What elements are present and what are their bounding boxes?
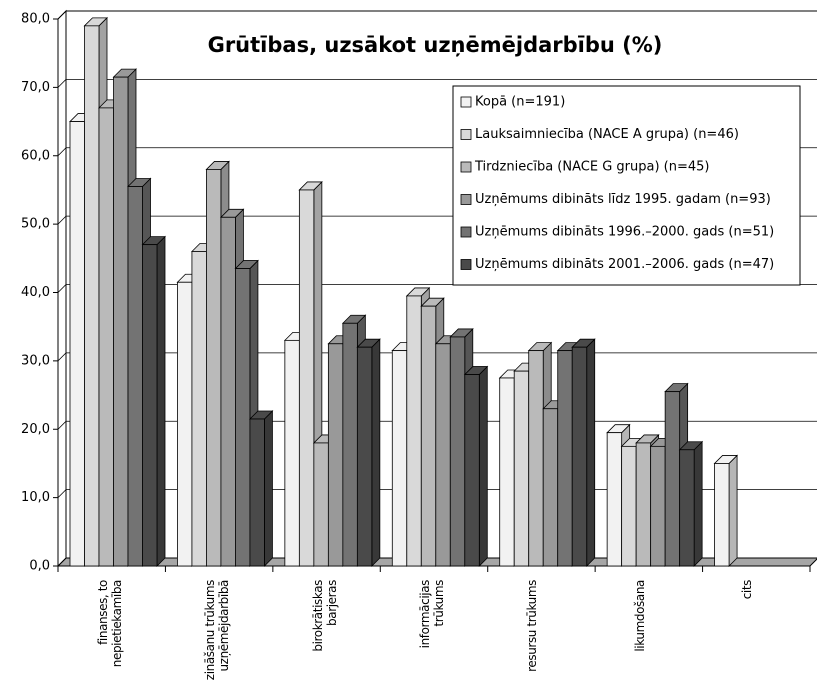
bar-front — [84, 25, 100, 567]
bar-front — [342, 322, 358, 567]
bar — [678, 440, 704, 567]
y-tick-label: 0,0 — [29, 559, 50, 574]
y-tick-label: 80,0 — [21, 12, 50, 27]
bar-front — [98, 107, 114, 567]
bar-side — [728, 454, 738, 567]
bar-front — [127, 186, 143, 567]
bar-front — [650, 445, 666, 567]
y-tick-label: 70,0 — [21, 80, 50, 95]
bar-side — [156, 235, 166, 567]
legend-label: Uzņēmums dibināts līdz 1995. gadam (n=93… — [475, 192, 771, 207]
legend-label: Tirdzniecība (NACE G grupa) (n=45) — [474, 160, 709, 175]
x-tick-label: birokrātiskas barjeras — [310, 580, 339, 652]
legend-label: Lauksaimniecība (NACE A grupa) (n=46) — [475, 127, 739, 142]
bar-front — [449, 336, 466, 567]
bar-front — [714, 463, 730, 567]
y-tick-label: 30,0 — [21, 353, 50, 368]
legend-label: Kopā (n=191) — [475, 95, 565, 110]
bar — [248, 410, 274, 567]
chart-title: Grūtības, uzsākot uzņēmējdarbību (%) — [208, 33, 663, 57]
legend-swatch — [460, 259, 472, 270]
y-tick-label: 10,0 — [21, 490, 50, 505]
legend-label: Uzņēmums dibināts 2001.–2006. gads (n=47… — [475, 257, 774, 272]
bar — [141, 235, 166, 567]
bar-side — [264, 410, 273, 567]
y-tick-label: 50,0 — [21, 217, 50, 232]
bar-front — [664, 391, 681, 567]
legend-swatch — [460, 226, 472, 238]
bar-front — [284, 339, 300, 567]
bar-front — [391, 350, 408, 567]
bar-front — [542, 408, 559, 567]
bar-front — [249, 418, 265, 567]
bar — [713, 454, 739, 567]
grid-line — [57, 78, 817, 88]
bar-front — [206, 169, 222, 567]
bar-front — [420, 305, 437, 567]
bar-front — [235, 268, 251, 567]
x-tick-label: zināšanu trūkums uzņēmējdarbībā — [203, 580, 232, 681]
legend-box — [452, 85, 801, 286]
x-tick-label: finanses, to nepietiekamība — [95, 580, 124, 668]
bar-side — [586, 338, 596, 567]
y-tick-label: 20,0 — [21, 422, 50, 437]
bar-front — [557, 350, 573, 567]
bar — [463, 365, 489, 567]
bar-front — [313, 442, 329, 567]
bar-front — [679, 449, 695, 567]
bar — [571, 338, 596, 567]
bar-front — [571, 346, 588, 567]
bar-front — [69, 121, 85, 567]
bar-front — [177, 281, 193, 567]
x-tick-label: informācijas trūkums — [418, 580, 446, 649]
x-tick-label: likumdošana — [632, 580, 647, 652]
grid-line — [57, 10, 817, 20]
bar-front — [635, 442, 652, 567]
bar-front — [499, 377, 515, 567]
bar-front — [191, 251, 207, 567]
x-tick-label: resursu trūkums — [525, 580, 540, 672]
bar-front — [621, 445, 637, 567]
bar-front — [327, 343, 344, 567]
bar-side — [371, 338, 381, 567]
bar-front — [356, 346, 373, 567]
bar-front — [606, 432, 623, 567]
bar-front — [528, 350, 544, 567]
y-tick-label: 60,0 — [21, 148, 50, 163]
bar-front — [220, 216, 236, 567]
legend-label: Uzņēmums dibināts 1996.–2000. gads (n=51… — [475, 225, 774, 240]
legend-swatch — [460, 96, 472, 108]
legend-swatch — [460, 194, 472, 205]
bar-front — [142, 244, 158, 567]
bar-side — [478, 365, 488, 567]
bar-side — [693, 440, 703, 567]
legend-swatch — [460, 161, 472, 173]
y-tick-label: 40,0 — [21, 285, 50, 300]
bar-front — [406, 295, 422, 567]
bar-front — [113, 76, 129, 567]
x-tick-label: cits — [740, 580, 755, 600]
bar — [356, 338, 381, 567]
bar-front — [298, 189, 315, 567]
bar-front — [513, 370, 530, 567]
bar-front — [464, 374, 480, 567]
legend-swatch — [460, 129, 472, 140]
bar-front — [435, 343, 451, 567]
